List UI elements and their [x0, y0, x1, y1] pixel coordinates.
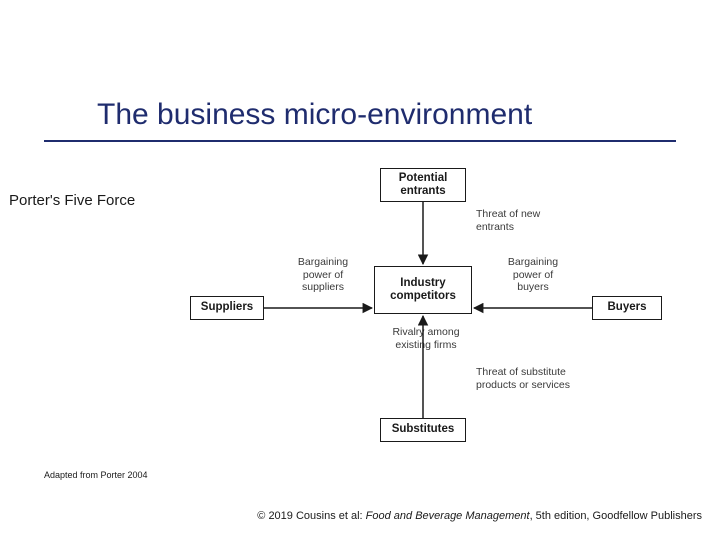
footer-book-title: Food and Beverage Management — [366, 510, 530, 522]
page-title: The business micro-environment — [97, 98, 532, 132]
subtitle: Porter's Five Force — [9, 192, 135, 209]
five-forces-diagram: Potentialentrants Industrycompetitors Su… — [190, 168, 670, 448]
title-underline — [44, 140, 676, 142]
adapted-note: Adapted from Porter 2004 — [44, 470, 148, 480]
arrow-potential-to-center — [190, 168, 670, 448]
footer-citation: © 2019 Cousins et al: Food and Beverage … — [257, 510, 702, 522]
footer-copyright: © 2019 Cousins et al: — [257, 510, 365, 522]
footer-tail: , 5th edition, Goodfellow Publishers — [530, 510, 702, 522]
